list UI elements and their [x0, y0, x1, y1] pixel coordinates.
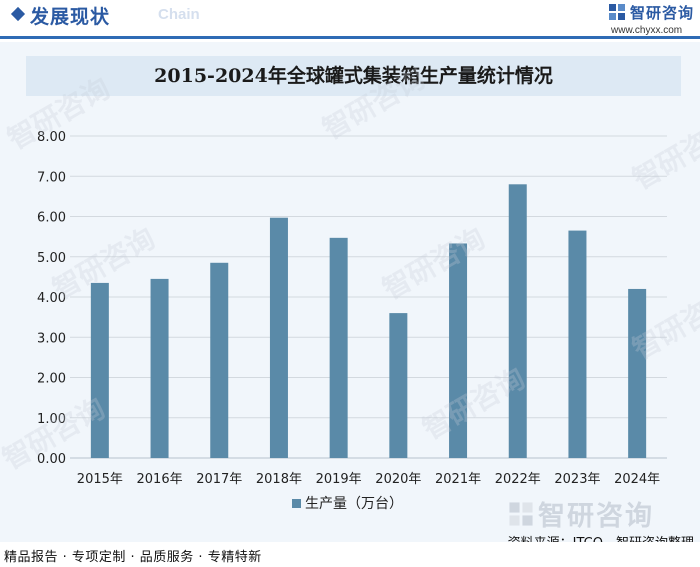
- section-subtitle: Chain: [158, 6, 200, 23]
- x-tick-label: 2024年: [614, 472, 660, 487]
- legend-swatch: [292, 498, 301, 508]
- brand-name: 智研咨询: [630, 4, 695, 22]
- top-header: 发展现状 Chain 智研咨询 www.chyxx.com: [0, 0, 700, 36]
- x-tick-label: 2020年: [375, 472, 421, 487]
- grid-lines: [70, 135, 667, 459]
- y-tick-label: 6.00: [37, 211, 66, 226]
- chart-panel: 2015-2024年全球罐式集装箱生产量统计情况 0.00 1.00 2.00 3.0…: [0, 42, 700, 551]
- footer-text: 精品报告 · 专项定制 · 品质服务 · 专精特新: [4, 550, 262, 565]
- x-tick-label: 2022年: [495, 472, 541, 487]
- watermark-brand-text: 智研咨询: [538, 501, 654, 532]
- diamond-icon: [10, 6, 26, 22]
- legend: 生产量（万台）: [292, 493, 403, 513]
- x-tick-label: 2017年: [196, 472, 242, 487]
- chart-title-box: 2015-2024年全球罐式集装箱生产量统计情况: [26, 56, 681, 96]
- chart-title: 2015-2024年全球罐式集装箱生产量统计情况: [154, 65, 553, 87]
- y-tick-label: 5.00: [37, 251, 66, 266]
- y-tick-label: 3.00: [37, 331, 66, 346]
- y-tick-label: 8.00: [37, 130, 66, 145]
- y-tick-label: 1.00: [37, 412, 66, 427]
- brand-url: www.chyxx.com: [611, 25, 683, 36]
- bar-2022年: [508, 184, 527, 459]
- bar-2016年: [150, 278, 169, 458]
- x-tick-label: 2019年: [316, 472, 362, 487]
- bar-chart: 0.00 1.00 2.00 3.00 4.00 5.00 6.00 7.00 8.00 201…: [37, 130, 667, 487]
- watermark-brand: 智研咨询: [508, 494, 654, 533]
- legend-label: 生产量（万台）: [305, 496, 403, 512]
- x-tick-label: 2015年: [77, 472, 123, 487]
- bar-2024年: [628, 288, 647, 458]
- footer: 精品报告 · 专项定制 · 品质服务 · 专精特新: [0, 542, 700, 567]
- x-tick-label: 2023年: [554, 472, 600, 487]
- x-tick-label: 2021年: [435, 472, 481, 487]
- brand-logo-icon: [609, 4, 625, 20]
- bar-2018年: [269, 217, 288, 458]
- section-title: 发展现状: [30, 6, 111, 28]
- y-tick-label: 4.00: [37, 291, 66, 306]
- y-axis-ticks: 0.00 1.00 2.00 3.00 4.00 5.00 6.00 7.00 8.00: [37, 130, 66, 467]
- bar-2017年: [210, 262, 229, 458]
- x-axis-ticks: 2015年 2016年 2017年 2018年 2019年 2020年 2021年 2022年…: [77, 472, 660, 487]
- bar-2021年: [449, 243, 468, 458]
- bar-2015年: [90, 282, 109, 458]
- bar-2023年: [568, 230, 587, 458]
- x-tick-label: 2018年: [256, 472, 302, 487]
- watermark-logo-icon: [509, 501, 533, 526]
- bar-2020年: [389, 313, 408, 458]
- bar-2019年: [329, 237, 348, 458]
- y-tick-label: 0.00: [37, 452, 66, 467]
- header-divider: [0, 36, 700, 39]
- bars: [90, 184, 647, 459]
- x-tick-label: 2016年: [137, 472, 183, 487]
- y-tick-label: 2.00: [37, 372, 66, 387]
- y-tick-label: 7.00: [37, 170, 66, 185]
